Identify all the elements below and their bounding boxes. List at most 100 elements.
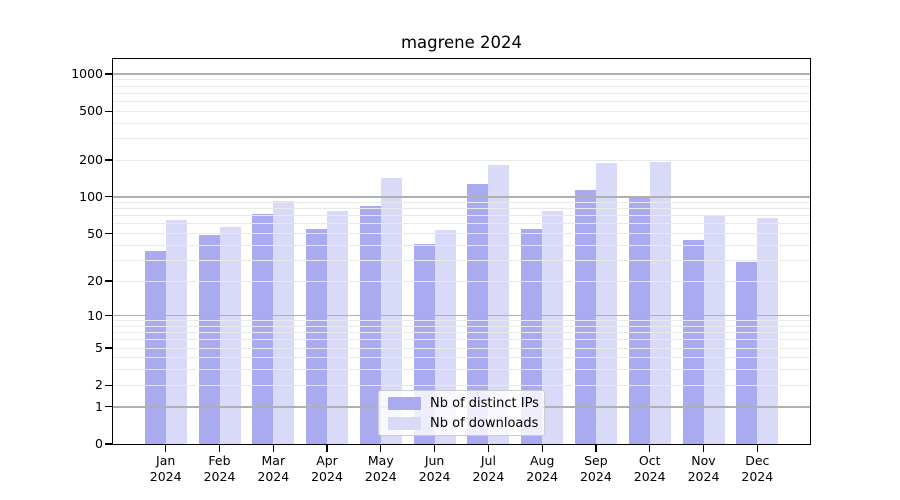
legend-row-downloads: Nb of downloads xyxy=(388,415,539,431)
x-tick-mark-jun xyxy=(433,445,436,452)
gridline-minor-20 xyxy=(113,280,810,282)
bar-nb-of-downloads-nov xyxy=(703,215,725,444)
gridline-minor-4 xyxy=(113,357,810,359)
y-tick-label-2: 2 xyxy=(95,377,103,393)
bar-nb-of-distinct-ips-nov xyxy=(682,240,704,444)
y-tick-label-20: 20 xyxy=(87,273,103,288)
y-tick-mark-2 xyxy=(105,384,112,386)
gridline-minor-2 xyxy=(113,384,810,386)
y-tick-mark-0 xyxy=(105,443,112,445)
x-tick-mark-dec xyxy=(756,445,758,452)
x-tick-label-jun: Jun 2024 xyxy=(418,453,451,484)
bar-nb-of-distinct-ips-mar xyxy=(252,213,274,444)
y-tick-label-500: 500 xyxy=(79,103,103,119)
y-tick-mark-500 xyxy=(105,110,112,112)
gridline-major-10 xyxy=(113,314,810,317)
y-tick-mark-1000 xyxy=(105,73,112,75)
y-tick-label-0: 0 xyxy=(95,436,103,451)
gridline-minor-9 xyxy=(113,320,810,322)
gridline-minor-7 xyxy=(113,332,810,334)
bar-nb-of-distinct-ips-feb xyxy=(198,234,220,444)
bar-nb-of-distinct-ips-apr xyxy=(306,229,327,444)
legend-label-downloads: Nb of downloads xyxy=(430,415,539,431)
x-tick-label-dec: Dec 2024 xyxy=(741,453,774,484)
x-tick-mark-feb xyxy=(218,445,221,452)
x-tick-label-apr: Apr 2024 xyxy=(311,453,343,484)
y-tick-label-50: 50 xyxy=(87,225,103,241)
gridline-minor-600 xyxy=(113,100,810,102)
x-tick-label-oct: Oct 2024 xyxy=(633,453,666,484)
bar-nb-of-downloads-apr xyxy=(327,211,348,444)
bar-nb-of-downloads-jan xyxy=(165,219,187,444)
gridline-minor-200 xyxy=(113,159,810,161)
bar-nb-of-distinct-ips-jan xyxy=(144,250,166,444)
x-tick-label-aug: Aug 2024 xyxy=(526,453,559,484)
gridline-minor-80 xyxy=(113,208,810,210)
bar-nb-of-distinct-ips-dec xyxy=(736,261,758,444)
bar-nb-of-distinct-ips-jul xyxy=(467,183,489,444)
gridline-minor-50 xyxy=(113,233,810,234)
y-tick-mark-5 xyxy=(105,347,112,349)
gridline-minor-40 xyxy=(113,244,810,246)
y-tick-mark-100 xyxy=(105,196,112,198)
y-tick-mark-1 xyxy=(105,406,112,408)
bar-nb-of-distinct-ips-sep xyxy=(574,189,596,444)
gridline-minor-90 xyxy=(113,202,810,203)
y-tick-label-1000: 1000 xyxy=(71,66,103,82)
x-tick-mark-jan xyxy=(165,445,167,452)
x-tick-mark-may xyxy=(380,445,382,452)
legend-swatch-distinct-ips xyxy=(388,396,421,410)
x-tick-mark-sep xyxy=(595,445,597,452)
bar-nb-of-downloads-mar xyxy=(273,200,295,444)
gridline-minor-6 xyxy=(113,339,810,341)
gridline-minor-900 xyxy=(113,79,810,81)
y-tick-label-10: 10 xyxy=(87,307,103,323)
gridline-minor-70 xyxy=(113,215,810,217)
x-tick-label-may: May 2024 xyxy=(364,453,397,484)
x-tick-label-mar: Mar 2024 xyxy=(257,453,290,484)
legend: Nb of distinct IPs Nb of downloads xyxy=(378,390,545,436)
x-tick-mark-nov xyxy=(702,445,705,452)
legend-label-distinct-ips: Nb of distinct IPs xyxy=(430,395,539,411)
gridline-minor-300 xyxy=(113,137,810,139)
y-tick-mark-50 xyxy=(105,232,112,235)
y-tick-mark-10 xyxy=(105,314,112,317)
bar-nb-of-distinct-ips-may xyxy=(359,205,381,444)
x-tick-label-nov: Nov 2024 xyxy=(687,453,720,484)
y-tick-label-5: 5 xyxy=(95,340,103,356)
gridline-minor-8 xyxy=(113,325,810,327)
gridline-minor-800 xyxy=(113,85,810,87)
legend-row-distinct-ips: Nb of distinct IPs xyxy=(388,396,539,411)
x-tick-mark-aug xyxy=(541,445,543,452)
bar-nb-of-downloads-dec xyxy=(757,218,779,444)
bar-nb-of-downloads-aug xyxy=(542,210,564,444)
y-tick-label-200: 200 xyxy=(79,152,103,167)
x-tick-mark-oct xyxy=(649,445,651,452)
legend-swatch-downloads xyxy=(388,416,421,430)
gridline-minor-400 xyxy=(113,122,810,124)
chart-title: magrene 2024 xyxy=(400,33,523,52)
y-tick-label-100: 100 xyxy=(79,188,103,204)
y-tick-mark-20 xyxy=(105,280,112,282)
x-tick-mark-jul xyxy=(487,445,489,452)
bar-nb-of-downloads-jul xyxy=(488,165,510,444)
gridline-minor-30 xyxy=(113,259,810,261)
x-tick-mark-mar xyxy=(272,445,274,452)
x-tick-label-jan: Jan 2024 xyxy=(149,453,182,484)
x-tick-label-jul: Jul 2024 xyxy=(472,453,505,484)
y-tick-mark-200 xyxy=(105,159,112,161)
plot-area xyxy=(112,58,811,445)
x-tick-label-sep: Sep 2024 xyxy=(579,453,612,484)
gridline-major-1000 xyxy=(113,73,810,75)
gridline-minor-500 xyxy=(113,110,810,112)
x-tick-mark-apr xyxy=(326,445,328,452)
gridline-minor-3 xyxy=(113,369,810,371)
gridline-major-100 xyxy=(113,196,810,198)
x-tick-label-feb: Feb 2024 xyxy=(203,453,236,484)
gridline-minor-700 xyxy=(113,92,810,94)
y-tick-label-1: 1 xyxy=(95,398,103,414)
gridline-minor-5 xyxy=(113,347,810,349)
gridline-minor-60 xyxy=(113,223,810,225)
bar-nb-of-downloads-oct xyxy=(649,162,671,444)
